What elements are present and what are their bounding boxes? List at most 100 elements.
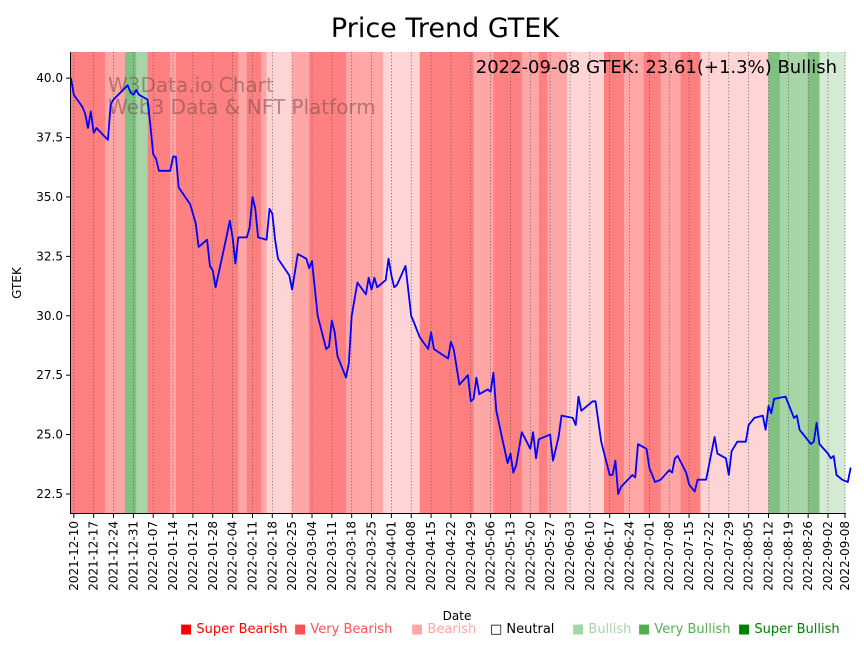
sentiment-band	[493, 52, 523, 513]
x-tick-label: 2022-03-04	[305, 521, 319, 591]
sentiment-band	[309, 52, 347, 513]
x-tick-label: 2022-08-05	[742, 521, 756, 591]
x-tick-label: 2022-05-27	[543, 521, 557, 591]
sentiment-band	[260, 52, 267, 513]
legend-item: □ Neutral	[490, 622, 554, 637]
x-tick-label: 2022-07-29	[722, 521, 736, 591]
y-tick-label: 25.0	[36, 428, 63, 442]
x-tick-label: 2022-02-18	[265, 521, 279, 591]
x-tick-label: 2022-07-01	[642, 521, 656, 591]
sentiment-band	[604, 52, 625, 513]
x-tick-label: 2022-07-15	[682, 521, 696, 591]
x-tick-label: 2021-12-10	[67, 521, 81, 591]
legend-label: ■ Super Bearish	[180, 622, 288, 637]
sentiment-band	[768, 52, 781, 513]
legend-label: □ Neutral	[490, 622, 554, 637]
x-tick-label: 2022-05-13	[503, 521, 517, 591]
legend-label: ■ Bullish	[572, 622, 631, 637]
x-tick-label: 2022-01-21	[186, 521, 200, 591]
price-line-gtek	[70, 77, 852, 495]
x-tick-label: 2022-06-10	[583, 521, 597, 591]
legend-item: ■ Super Bullish	[738, 622, 840, 637]
legend-item: ■ Very Bullish	[638, 622, 730, 637]
price-annotation: 2022-09-08 GTEK: 23.61(+1.3%) Bullish	[476, 57, 837, 78]
y-tick-label: 35.0	[36, 190, 63, 204]
x-tick-label: 2022-01-14	[166, 521, 180, 591]
vertical-gridlines	[73, 52, 846, 513]
x-tick-label: 2022-06-24	[623, 521, 637, 591]
y-tick-label: 30.0	[36, 309, 63, 323]
sentiment-band	[680, 52, 701, 513]
y-tick-label: 27.5	[36, 368, 63, 382]
x-axis-label: Date	[443, 609, 472, 623]
sentiment-band	[124, 52, 137, 513]
sentiment-band	[538, 52, 548, 513]
x-tick-label: 2022-02-25	[285, 521, 299, 591]
sentiment-band	[779, 52, 809, 513]
sentiment-band	[175, 52, 219, 513]
sentiment-band	[292, 52, 310, 513]
x-tick-label: 2022-01-28	[206, 521, 220, 591]
x-tick-label: 2022-08-26	[801, 521, 815, 591]
x-tick-label: 2022-02-04	[226, 521, 240, 591]
y-axis-label: GTEK	[10, 266, 24, 299]
sentiment-band	[567, 52, 605, 513]
x-tick-label: 2021-12-24	[107, 521, 121, 591]
sentiment-band	[473, 52, 494, 513]
sentiment-band	[547, 52, 568, 513]
sentiment-band	[808, 52, 820, 513]
sentiment-band	[660, 52, 681, 513]
sentiment-band	[218, 52, 239, 513]
x-tick-label: 2022-08-19	[781, 521, 795, 591]
legend-item: ■ Bullish	[572, 622, 631, 637]
legend-item: ■ Very Bearish	[294, 622, 392, 637]
watermark-line-1: W3Data.io Chart	[108, 73, 274, 97]
sentiment-band	[105, 52, 126, 513]
x-tick-label: 2022-09-08	[838, 521, 852, 591]
legend-item: ■ Super Bearish	[180, 622, 288, 637]
sentiment-band	[238, 52, 248, 513]
sentiment-band	[71, 52, 106, 513]
x-tick-label: 2022-05-20	[523, 521, 537, 591]
x-tick-label: 2022-06-17	[603, 521, 617, 591]
y-tick-label: 40.0	[36, 71, 63, 85]
x-tick-label: 2022-03-11	[325, 521, 339, 591]
sentiment-band	[419, 52, 474, 513]
x-tick-label: 2022-04-08	[404, 521, 418, 591]
x-tick-label: 2022-04-15	[424, 521, 438, 591]
sentiment-band	[147, 52, 171, 513]
x-tick-label: 2021-12-17	[87, 521, 101, 591]
x-tick-label: 2022-07-08	[662, 521, 676, 591]
sentiment-band	[246, 52, 262, 513]
x-tick-label: 2022-09-02	[821, 521, 835, 591]
sentiment-band	[382, 52, 421, 513]
legend-label: ■ Very Bullish	[638, 622, 730, 637]
y-tick-label: 32.5	[36, 249, 63, 263]
x-tick-label: 2022-04-22	[444, 521, 458, 591]
legend-label: ■ Bearish	[411, 622, 476, 637]
x-tick-label: 2022-01-07	[146, 521, 160, 591]
x-tick-label: 2022-07-22	[702, 521, 716, 591]
sentiment-bands	[71, 52, 846, 513]
chart-title: Price Trend GTEK	[331, 13, 560, 44]
sentiment-band	[266, 52, 293, 513]
watermark-line-2: Web3 Data & NFT Platform	[108, 95, 376, 119]
y-tick-label: 37.5	[36, 131, 63, 145]
x-axis-ticks: 2021-12-10 2021-12-17 2021-12-24 2021-12-31…	[67, 513, 852, 591]
x-tick-label: 2022-08-12	[761, 521, 775, 591]
y-tick-label: 22.5	[36, 487, 63, 501]
x-tick-label: 2022-03-18	[345, 521, 359, 591]
sentiment-band	[643, 52, 662, 513]
legend: ■ Super Bearish ■ Very Bearish ■ Bearish □ …	[180, 622, 840, 637]
x-tick-label: 2022-05-06	[484, 521, 498, 591]
legend-label: ■ Super Bullish	[738, 622, 840, 637]
legend-item: ■ Bearish	[411, 622, 476, 637]
sentiment-band	[819, 52, 846, 513]
x-tick-label: 2022-02-11	[245, 521, 259, 591]
sentiment-band	[700, 52, 769, 513]
x-tick-label: 2021-12-31	[126, 521, 140, 591]
x-tick-label: 2022-04-01	[384, 521, 398, 591]
x-tick-label: 2022-06-03	[563, 521, 577, 591]
sentiment-band	[136, 52, 148, 513]
